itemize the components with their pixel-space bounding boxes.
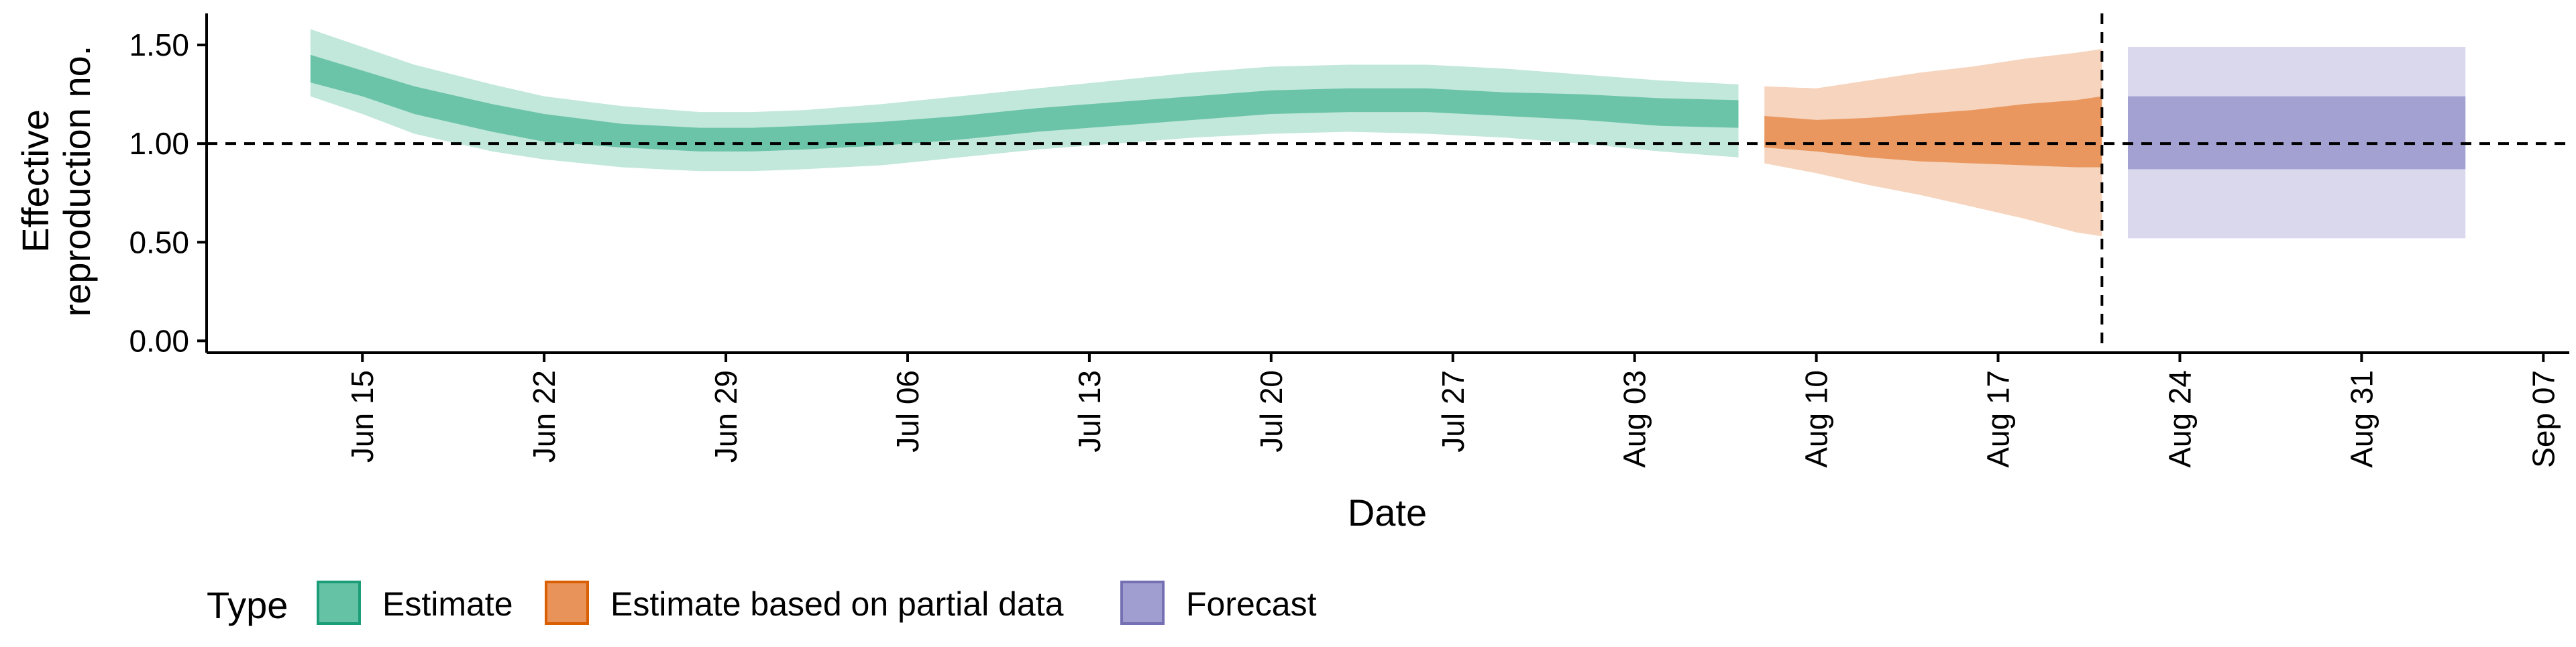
x-tick-label: Aug 17 xyxy=(1981,370,2016,468)
legend-label-partial: Estimate based on partial data xyxy=(610,585,1064,623)
x-tick-label: Aug 03 xyxy=(1617,370,1652,468)
x-ticks: Jun 15 Jun 22 Jun 29 Jul 06 Jul 13 Jul 20 Jul … xyxy=(345,353,2561,468)
x-tick-label: Jul 06 xyxy=(890,370,925,453)
legend-swatch-partial xyxy=(545,581,589,625)
legend-label-forecast: Forecast xyxy=(1186,585,1317,623)
legend: Type Estimate Estimate based on partial … xyxy=(207,581,1317,626)
x-tick-label: Jun 15 xyxy=(345,370,380,463)
legend-label-estimate: Estimate xyxy=(382,585,513,623)
band-inner-estimate xyxy=(310,54,1739,152)
band-inner-forecast xyxy=(2128,96,2466,170)
reference-layer xyxy=(207,13,2569,353)
y-tick-label: 0.50 xyxy=(129,225,189,259)
y-axis-title-line-2: reproduction no. xyxy=(56,46,98,317)
bands-layer xyxy=(310,29,2466,239)
y-tick-label: 1.50 xyxy=(129,27,189,62)
x-tick-label: Jul 27 xyxy=(1436,370,1470,453)
band-inner-partial xyxy=(1764,96,2102,168)
x-tick-label: Jul 13 xyxy=(1072,370,1107,453)
x-tick-label: Sep 07 xyxy=(2526,370,2561,468)
x-tick-label: Jun 22 xyxy=(527,370,561,463)
axes-layer xyxy=(205,13,2569,354)
y-tick-label: 1.00 xyxy=(129,126,189,161)
x-tick-label: Aug 24 xyxy=(2162,370,2197,468)
x-tick-label: Jul 20 xyxy=(1254,370,1289,453)
legend-title: Type xyxy=(207,584,288,626)
y-tick-label: 0.00 xyxy=(129,323,189,358)
y-axis-title-line-1: Effective xyxy=(14,109,56,253)
legend-swatch-forecast xyxy=(1120,581,1165,625)
x-tick-label: Aug 31 xyxy=(2344,370,2379,468)
x-axis-title: Date xyxy=(1348,491,1427,534)
legend-swatch-estimate xyxy=(317,581,361,625)
x-tick-label: Jun 29 xyxy=(708,370,743,463)
y-ticks: 0.00 0.50 1.00 1.50 xyxy=(129,27,207,358)
y-axis-title: Effective reproduction no. xyxy=(14,46,98,317)
x-tick-label: Aug 10 xyxy=(1799,370,1834,468)
